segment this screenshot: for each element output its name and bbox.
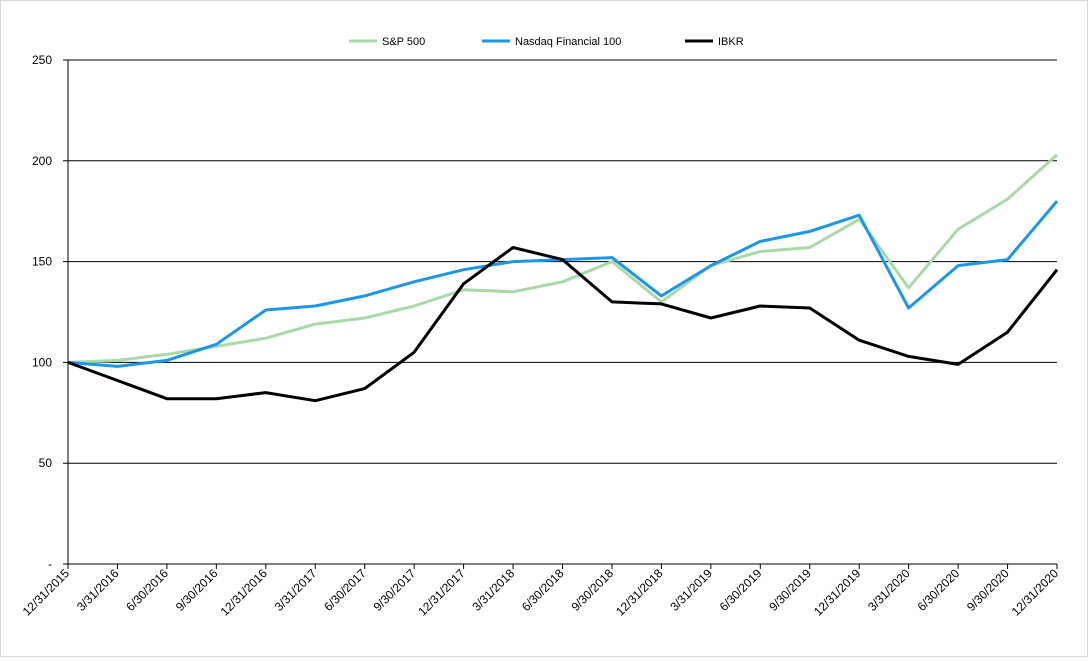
x-tick-label: 12/31/2016 [218, 566, 271, 619]
x-tick-label: 3/31/2019 [667, 566, 715, 614]
x-tick-label: 3/31/2017 [272, 566, 320, 614]
x-tick-label: 12/31/2017 [415, 566, 468, 619]
x-tick-label: 12/31/2018 [613, 566, 666, 619]
x-tick-label: 9/30/2020 [964, 566, 1012, 614]
legend: S&P 500 Nasdaq Financial 100 IBKR [349, 36, 744, 48]
series-line-1 [67, 200, 1059, 368]
axes [63, 59, 1057, 565]
x-tick-label: 3/31/2018 [470, 566, 518, 614]
legend-label-1: Nasdaq Financial 100 [515, 36, 621, 48]
legend-label-0: S&P 500 [382, 36, 425, 48]
y-tick-label: 100 [32, 355, 52, 369]
x-tick-label: 3/31/2020 [865, 566, 913, 614]
x-axis-ticks: 12/31/2015 3/31/2016 6/30/2016 9/30/201612/… [20, 564, 1062, 619]
y-tick-label: - [48, 557, 52, 571]
x-tick-label: 9/30/2018 [568, 566, 616, 614]
y-tick-label: 150 [32, 255, 52, 269]
x-tick-label: 6/30/2020 [915, 566, 963, 614]
x-tick-label: 3/31/2016 [74, 566, 122, 614]
series-line-0 [67, 153, 1059, 364]
y-tick-label: 50 [39, 456, 53, 470]
y-axis-ticks: - 50 100 150 200 250 [32, 53, 52, 571]
x-tick-label: 12/31/2020 [1009, 566, 1062, 619]
x-tick-label: 12/31/2015 [20, 566, 73, 619]
x-tick-label: 9/30/2019 [766, 566, 814, 614]
y-tick-label: 200 [32, 154, 52, 168]
legend-label-2: IBKR [718, 36, 744, 48]
y-tick-label: 250 [32, 53, 52, 67]
series-line-2 [67, 246, 1059, 403]
series-lines [67, 153, 1059, 403]
x-tick-label: 6/30/2016 [123, 566, 171, 614]
x-tick-label: 9/30/2016 [173, 566, 221, 614]
x-tick-label: 6/30/2018 [519, 566, 567, 614]
x-tick-label: 12/31/2019 [811, 566, 864, 619]
x-tick-label: 9/30/2017 [371, 566, 419, 614]
x-tick-label: 6/30/2017 [321, 566, 369, 614]
x-tick-label: 6/30/2019 [717, 566, 765, 614]
gridlines [68, 59, 1057, 464]
